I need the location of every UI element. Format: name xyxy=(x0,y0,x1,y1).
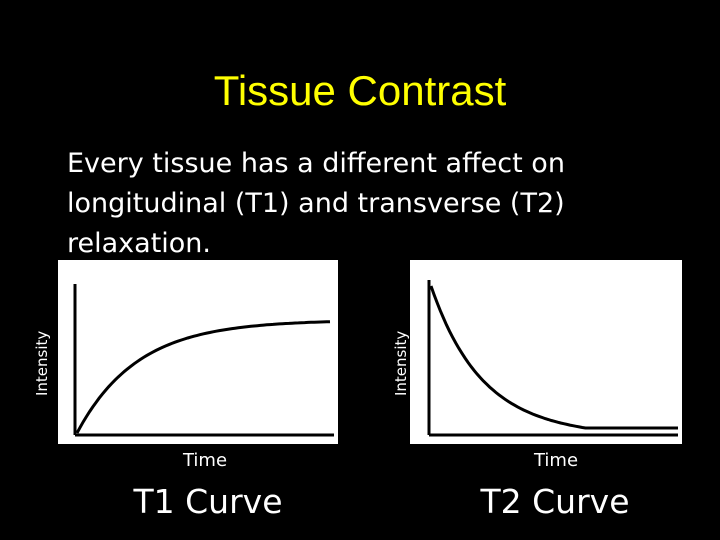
t1-chart xyxy=(73,284,334,437)
t1-recovery-curve xyxy=(75,320,331,434)
t2-chart-panel xyxy=(410,260,682,444)
t1-y-axis-label: Intensity xyxy=(33,330,51,396)
t2-curve-caption: T2 Curve xyxy=(480,482,630,521)
t2-x-axis-label: Time xyxy=(533,450,579,471)
t1-curve-caption: T1 Curve xyxy=(133,482,283,521)
t1-chart-panel xyxy=(58,260,338,444)
t2-y-axis-label: Intensity xyxy=(392,330,410,396)
t2-decay-curve xyxy=(429,285,678,430)
slide-title: Tissue Contrast xyxy=(213,67,507,114)
t2-chart xyxy=(427,280,678,437)
body-text: Every tissue has a different affect on l… xyxy=(67,148,565,259)
t1-x-axis-label: Time xyxy=(182,450,228,471)
